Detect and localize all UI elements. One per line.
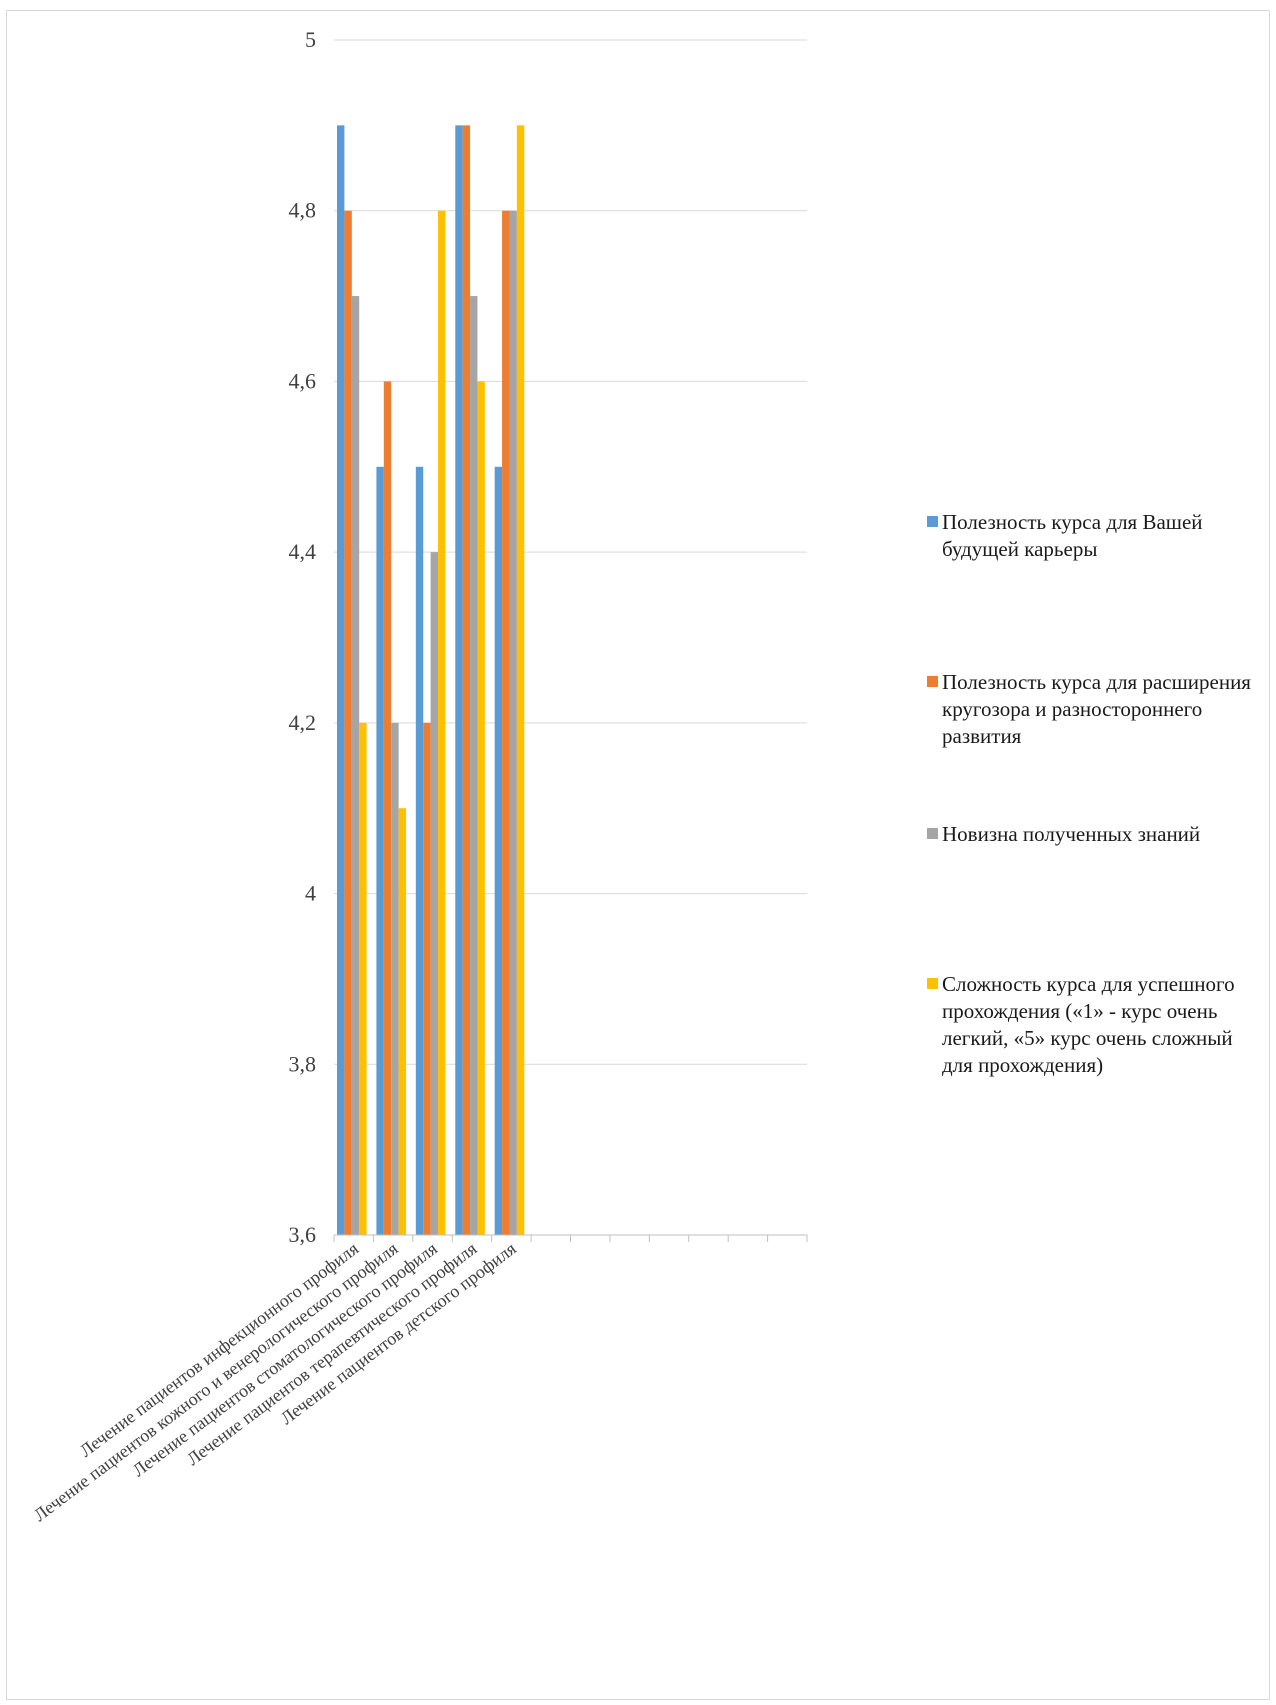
bar xyxy=(337,125,345,1235)
y-tick-label: 3,8 xyxy=(289,1051,317,1076)
bar xyxy=(344,210,352,1236)
y-tick-label: 4,4 xyxy=(289,539,317,564)
bar xyxy=(376,466,384,1235)
legend-label: Полезность курса для расширения кругозор… xyxy=(942,670,1251,748)
bars xyxy=(337,125,525,1236)
bar xyxy=(516,125,525,1235)
y-tick-label: 5 xyxy=(305,27,316,52)
bar xyxy=(359,722,367,1235)
bar xyxy=(455,125,463,1235)
legend-label: Полезность курса для Вашей будущей карье… xyxy=(942,510,1203,561)
legend-label: Новизна полученных знаний xyxy=(942,822,1201,846)
legend-item: Сложность курса для успешного прохождени… xyxy=(927,971,1267,1079)
bar xyxy=(398,808,407,1235)
bar xyxy=(391,722,399,1235)
bar xyxy=(494,466,503,1235)
bar xyxy=(509,210,517,1236)
y-tick-label: 4,6 xyxy=(289,368,317,393)
bar-chart: 3,6 3,8 4 4,2 4,4 4,6 4,8 5 Лечение пациентов и… xyxy=(30,27,808,1525)
category-labels: Лечение пациентов инфекционного профиляЛ… xyxy=(30,1238,520,1525)
legend-swatch xyxy=(927,828,938,839)
legend-item: Полезность курса для Вашей будущей карье… xyxy=(927,509,1267,563)
y-tick-label: 3,6 xyxy=(289,1222,317,1247)
legend-swatch xyxy=(927,676,938,687)
y-tick-label: 4,2 xyxy=(289,710,317,735)
legend-item: Новизна полученных знаний xyxy=(927,821,1267,848)
bar xyxy=(423,722,431,1235)
bar xyxy=(470,296,478,1236)
bar xyxy=(430,552,439,1235)
bar xyxy=(415,466,424,1235)
bar xyxy=(383,381,392,1235)
legend-label: Сложность курса для успешного прохождени… xyxy=(942,972,1235,1077)
bar xyxy=(438,210,446,1236)
gridlines xyxy=(334,39,807,1065)
bar xyxy=(502,210,510,1236)
chart-frame: 3,6 3,8 4 4,2 4,4 4,6 4,8 5 Лечение пациентов и… xyxy=(6,10,1270,1700)
bar xyxy=(477,381,485,1235)
legend-swatch xyxy=(927,978,938,989)
legend-item: Полезность курса для расширения кругозор… xyxy=(927,669,1267,750)
y-tick-labels: 3,6 3,8 4 4,2 4,4 4,6 4,8 5 xyxy=(289,27,317,1247)
y-tick-label: 4,8 xyxy=(289,198,317,223)
bar xyxy=(351,296,360,1236)
x-axis xyxy=(333,1234,808,1242)
legend-swatch xyxy=(927,516,938,527)
y-tick-label: 4 xyxy=(305,881,316,906)
category-label: Лечение пациентов стоматологического про… xyxy=(129,1238,441,1480)
bar xyxy=(462,125,471,1235)
